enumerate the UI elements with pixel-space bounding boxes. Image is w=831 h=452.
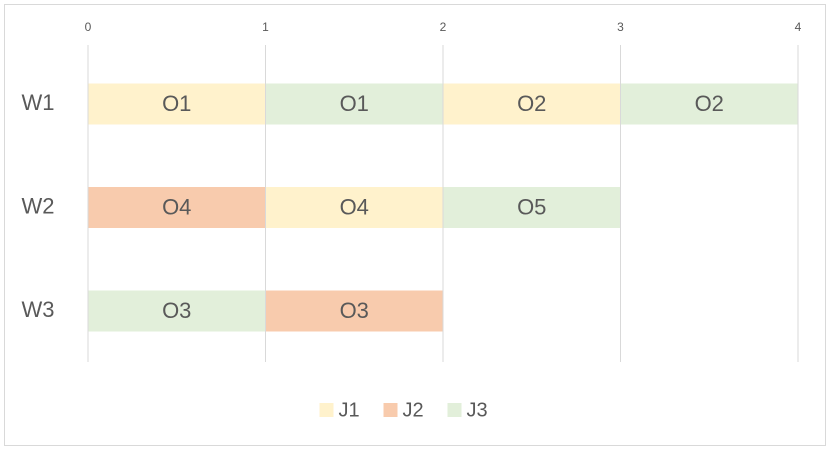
task-bar	[88, 187, 266, 228]
task-label: O5	[517, 194, 546, 219]
task-bar	[620, 83, 798, 125]
task-label: O3	[162, 298, 191, 323]
x-tick-label: 3	[617, 20, 624, 34]
task-bar	[443, 187, 621, 228]
x-tick-label: 4	[795, 20, 802, 34]
legend-label: J1	[339, 399, 360, 421]
task-label: O2	[517, 91, 546, 116]
y-tick-label: W2	[22, 193, 55, 218]
task-label: O3	[340, 298, 369, 323]
task-bar	[443, 83, 621, 125]
x-tick-label: 1	[262, 20, 269, 34]
task-label: O4	[340, 194, 369, 219]
task-label: O4	[162, 194, 191, 219]
legend-swatch	[447, 403, 462, 417]
task-bar	[265, 83, 443, 125]
legend-label: J2	[403, 399, 424, 421]
task-label: O1	[162, 91, 191, 116]
task-label: O1	[340, 91, 369, 116]
legend-swatch	[319, 403, 334, 417]
task-bar	[265, 187, 443, 228]
task-bar	[88, 83, 266, 125]
x-tick-label: 2	[440, 20, 447, 34]
y-tick-label: W1	[22, 90, 55, 115]
x-tick-label: 0	[85, 20, 92, 34]
y-tick-label: W3	[22, 297, 55, 322]
legend-label: J3	[467, 399, 488, 421]
task-bar	[265, 290, 443, 332]
legend-swatch	[383, 403, 398, 417]
task-label: O2	[695, 91, 724, 116]
task-bar	[88, 290, 266, 332]
